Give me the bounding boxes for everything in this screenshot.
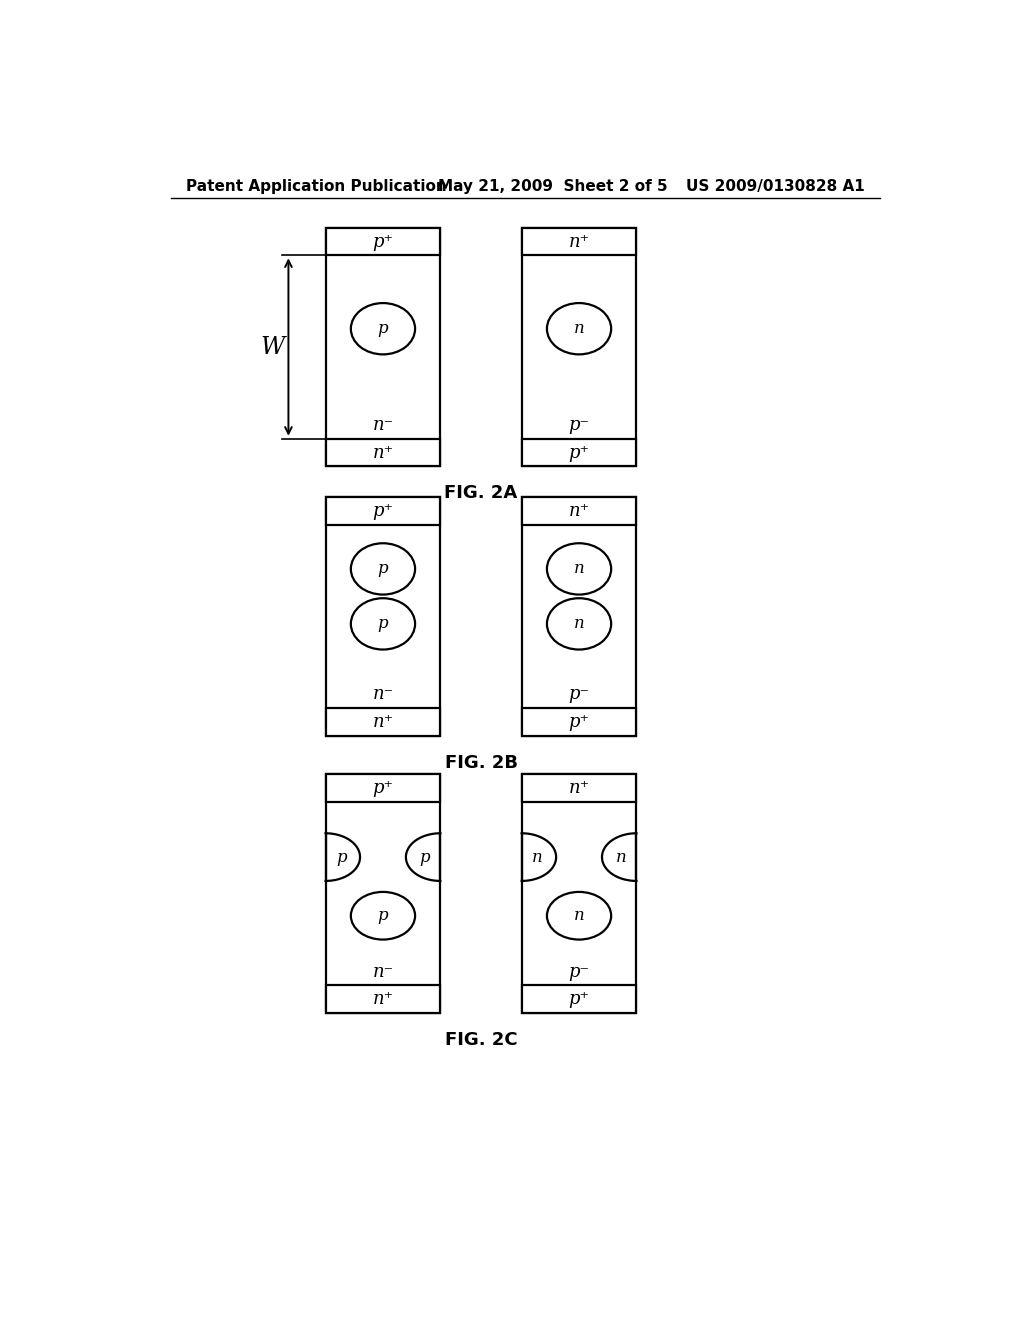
Text: n⁺: n⁺ — [373, 713, 393, 731]
Ellipse shape — [351, 892, 415, 940]
Text: p⁺: p⁺ — [373, 779, 393, 797]
Bar — [326, 227, 440, 256]
Bar — [326, 227, 440, 466]
Text: n: n — [573, 907, 585, 924]
Bar — [326, 708, 440, 737]
Text: p⁻: p⁻ — [568, 416, 590, 434]
Bar — [521, 498, 636, 737]
Text: FIG. 2A: FIG. 2A — [444, 484, 518, 503]
Ellipse shape — [351, 544, 415, 594]
Bar — [326, 985, 440, 1014]
Text: n: n — [573, 561, 585, 577]
Bar — [521, 985, 636, 1014]
Text: n⁺: n⁺ — [373, 444, 393, 462]
Text: p⁺: p⁺ — [568, 444, 590, 462]
Text: n⁻: n⁻ — [373, 962, 393, 981]
Text: n⁺: n⁺ — [568, 502, 590, 520]
Ellipse shape — [351, 598, 415, 649]
Text: n: n — [573, 321, 585, 337]
Bar — [521, 775, 636, 1014]
Text: p⁺: p⁺ — [373, 502, 393, 520]
Text: n⁻: n⁻ — [373, 416, 393, 434]
Ellipse shape — [547, 544, 611, 594]
Bar — [326, 498, 440, 525]
Ellipse shape — [547, 892, 611, 940]
Text: p: p — [378, 321, 388, 337]
Bar — [326, 438, 440, 466]
Text: p⁻: p⁻ — [568, 962, 590, 981]
Bar — [521, 438, 636, 466]
Ellipse shape — [547, 304, 611, 354]
Text: n⁺: n⁺ — [568, 779, 590, 797]
Text: n⁺: n⁺ — [568, 232, 590, 251]
Bar — [521, 227, 636, 256]
Text: p: p — [336, 849, 346, 866]
Bar — [326, 498, 440, 737]
Text: US 2009/0130828 A1: US 2009/0130828 A1 — [686, 180, 864, 194]
Ellipse shape — [351, 304, 415, 354]
Bar — [521, 708, 636, 737]
Bar — [326, 775, 440, 803]
Text: p⁺: p⁺ — [373, 232, 393, 251]
Text: n⁻: n⁻ — [373, 685, 393, 704]
Bar — [326, 775, 440, 1014]
Ellipse shape — [547, 598, 611, 649]
Text: n: n — [531, 849, 543, 866]
Text: FIG. 2C: FIG. 2C — [444, 1031, 517, 1049]
Bar — [521, 775, 636, 803]
Text: p: p — [420, 849, 430, 866]
Text: p⁺: p⁺ — [568, 990, 590, 1008]
Text: n: n — [573, 615, 585, 632]
Text: n: n — [615, 849, 627, 866]
Bar — [521, 227, 636, 466]
Text: p: p — [378, 615, 388, 632]
Text: Patent Application Publication: Patent Application Publication — [186, 180, 446, 194]
Text: p: p — [378, 561, 388, 577]
Text: FIG. 2B: FIG. 2B — [444, 754, 517, 772]
Text: n⁺: n⁺ — [373, 990, 393, 1008]
Text: p⁺: p⁺ — [568, 713, 590, 731]
Text: p⁻: p⁻ — [568, 685, 590, 704]
Text: p: p — [378, 907, 388, 924]
Text: W: W — [261, 335, 285, 359]
Bar — [521, 498, 636, 525]
Text: May 21, 2009  Sheet 2 of 5: May 21, 2009 Sheet 2 of 5 — [438, 180, 668, 194]
